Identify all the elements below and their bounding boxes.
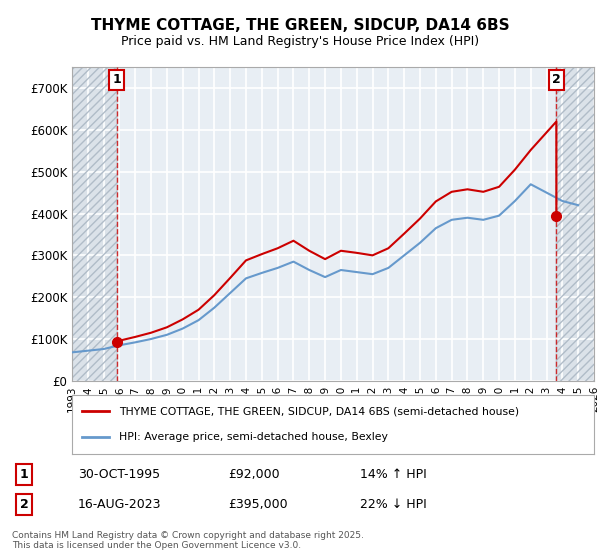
Text: 1: 1	[20, 468, 28, 481]
Text: 30-OCT-1995: 30-OCT-1995	[78, 468, 160, 481]
Text: 2: 2	[552, 73, 561, 86]
Text: THYME COTTAGE, THE GREEN, SIDCUP, DA14 6BS: THYME COTTAGE, THE GREEN, SIDCUP, DA14 6…	[91, 18, 509, 32]
Text: 22% ↓ HPI: 22% ↓ HPI	[360, 498, 427, 511]
Text: £92,000: £92,000	[228, 468, 280, 481]
Text: Price paid vs. HM Land Registry's House Price Index (HPI): Price paid vs. HM Land Registry's House …	[121, 35, 479, 49]
Text: 2: 2	[20, 498, 28, 511]
Text: £395,000: £395,000	[228, 498, 287, 511]
Text: 14% ↑ HPI: 14% ↑ HPI	[360, 468, 427, 481]
Text: 1: 1	[112, 73, 121, 86]
Text: 16-AUG-2023: 16-AUG-2023	[78, 498, 161, 511]
Text: THYME COTTAGE, THE GREEN, SIDCUP, DA14 6BS (semi-detached house): THYME COTTAGE, THE GREEN, SIDCUP, DA14 6…	[119, 406, 519, 416]
Text: HPI: Average price, semi-detached house, Bexley: HPI: Average price, semi-detached house,…	[119, 432, 388, 442]
Text: Contains HM Land Registry data © Crown copyright and database right 2025.
This d: Contains HM Land Registry data © Crown c…	[12, 531, 364, 550]
